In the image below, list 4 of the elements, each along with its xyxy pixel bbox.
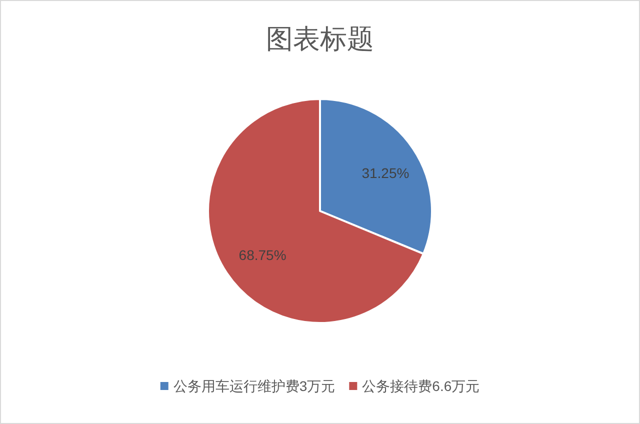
legend: 公务用车运行维护费3万元 公务接待费6.6万元 — [160, 378, 480, 394]
title: 图表标题 — [266, 24, 374, 54]
legend-label: 公务用车运行维护费3万元 — [173, 378, 336, 394]
legend-label: 公务接待费6.6万元 — [362, 378, 480, 394]
